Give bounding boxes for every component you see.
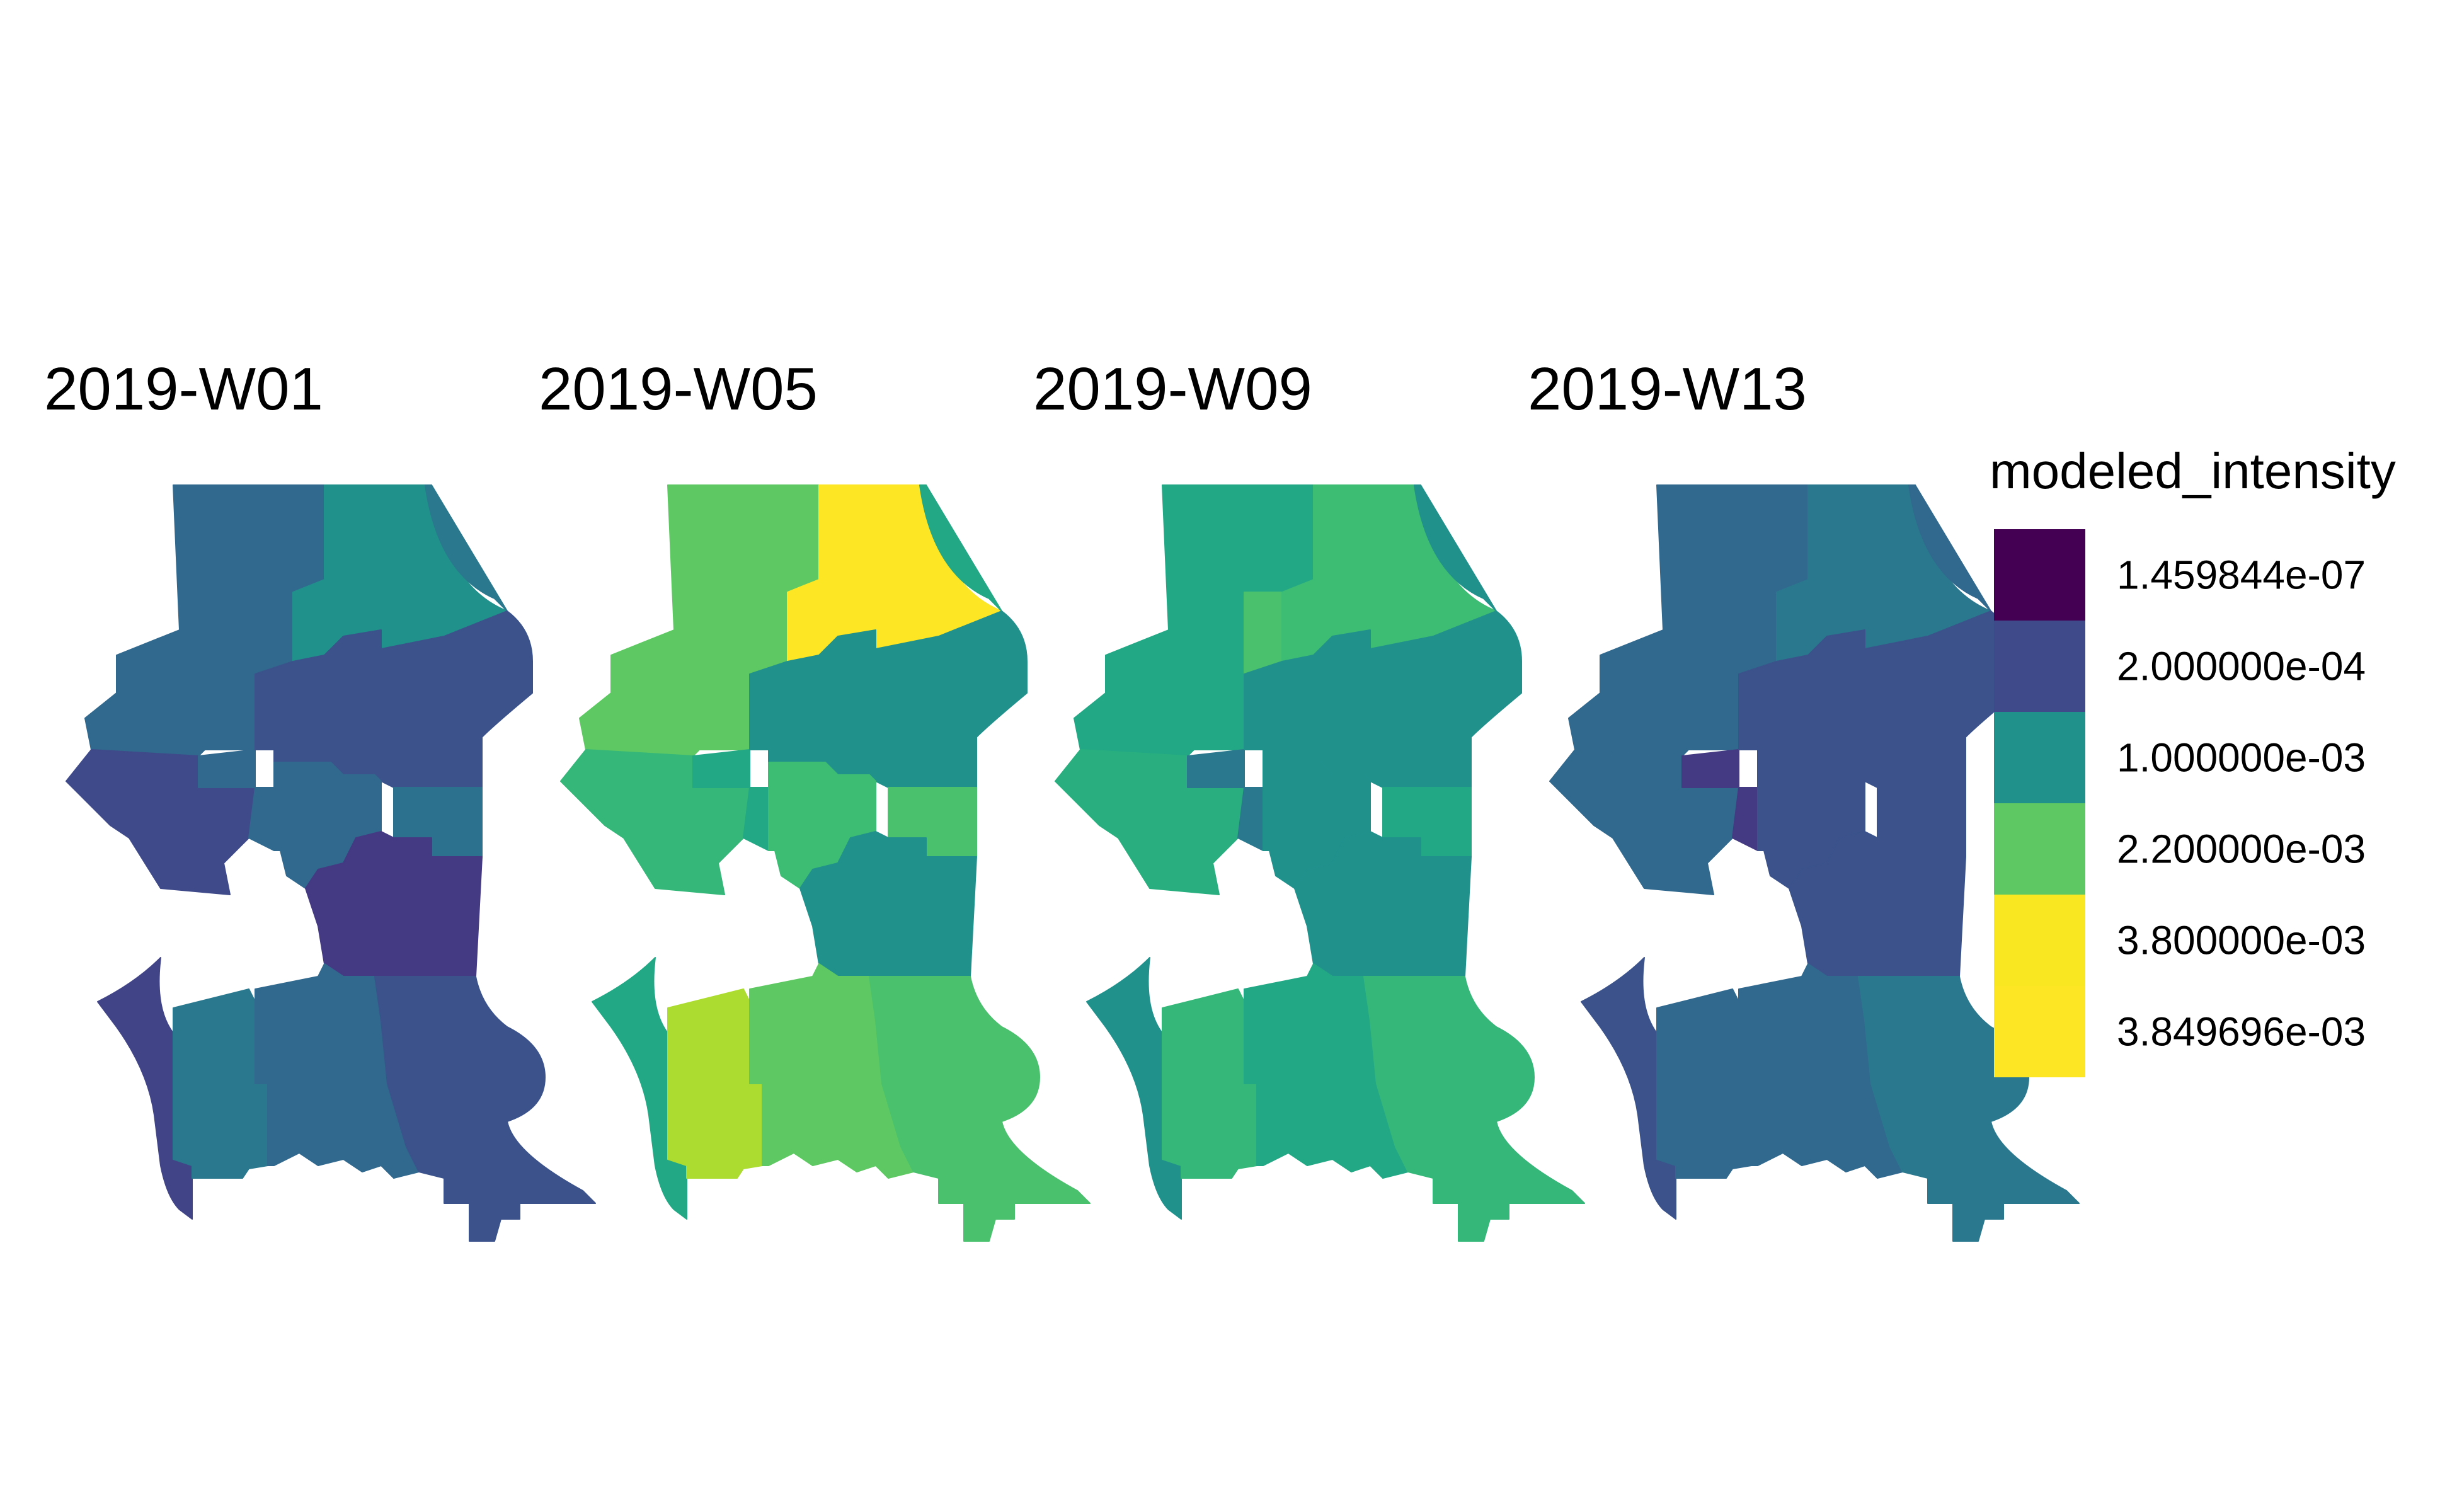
map-region-s-col3 bbox=[1244, 963, 1409, 1179]
legend-key bbox=[1994, 529, 2085, 621]
legend-label: 1.459844e-07 bbox=[2117, 553, 2366, 598]
map-region-s-col3 bbox=[1738, 963, 1903, 1179]
map-region-ne-coast bbox=[919, 484, 1002, 612]
map-region-ne-coast bbox=[425, 484, 508, 612]
map-region-s-col4 bbox=[869, 976, 1091, 1242]
map-region-n-mid bbox=[1244, 592, 1283, 675]
legend-label: 2.200000e-03 bbox=[2117, 827, 2366, 872]
legend: modeled_intensity 1.459844e-07 2.000000e-… bbox=[1990, 443, 2396, 1077]
panel-title: 2019-W05 bbox=[539, 355, 818, 423]
map-region-s-col2 bbox=[1656, 988, 1752, 1179]
map-region-ne-coast bbox=[1414, 484, 1497, 612]
legend-key bbox=[1994, 803, 2085, 895]
legend-title: modeled_intensity bbox=[1990, 443, 2396, 499]
map-region-s-col2 bbox=[1162, 988, 1257, 1179]
legend-label: 3.800000e-03 bbox=[2117, 918, 2366, 963]
panel-title: 2019-W01 bbox=[44, 355, 323, 423]
panel-title: 2019-W09 bbox=[1033, 355, 1312, 423]
map-region-ne-coast bbox=[1908, 484, 1991, 612]
map-region-s-col2 bbox=[173, 988, 268, 1179]
map-region-s-col4 bbox=[374, 976, 596, 1242]
legend-key bbox=[1994, 621, 2085, 712]
panel-title: 2019-W13 bbox=[1528, 355, 1807, 423]
legend-label: 1.000000e-03 bbox=[2117, 735, 2366, 781]
map-region-s-west-strip bbox=[1581, 957, 1676, 1220]
map-region-s-west-strip bbox=[592, 957, 687, 1220]
map-region-s-col2 bbox=[667, 988, 763, 1179]
legend-key bbox=[1994, 986, 2085, 1077]
map-panel: 2019-W09 bbox=[1033, 355, 1585, 1242]
map-region-n-mid bbox=[749, 592, 788, 675]
map-region-s-col4 bbox=[1363, 976, 1585, 1242]
legend-key bbox=[1994, 712, 2085, 803]
choropleth-map bbox=[66, 484, 596, 1242]
map-region-s-col4 bbox=[1858, 976, 2080, 1242]
map-panel: 2019-W13 bbox=[1528, 355, 2080, 1242]
map-region-n-mid bbox=[1738, 592, 1777, 675]
map-panels: 2019-W01 2019-W05 2019-W09 2019-W13 bbox=[44, 355, 2080, 1242]
map-region-n-mid bbox=[255, 592, 294, 675]
map-region-s-west-strip bbox=[97, 957, 193, 1220]
map-region-s-col3 bbox=[255, 963, 420, 1179]
choropleth-map bbox=[560, 484, 1091, 1242]
map-region-s-col3 bbox=[749, 963, 914, 1179]
legend-label: 2.000000e-04 bbox=[2117, 644, 2366, 689]
legend-label: 3.849696e-03 bbox=[2117, 1009, 2366, 1055]
legend-key bbox=[1994, 895, 2085, 986]
map-panel: 2019-W01 bbox=[44, 355, 596, 1242]
map-region-s-west-strip bbox=[1086, 957, 1182, 1220]
choropleth-map bbox=[1055, 484, 1585, 1242]
choropleth-map bbox=[1549, 484, 2080, 1242]
map-panel: 2019-W05 bbox=[539, 355, 1091, 1242]
legend-items: 1.459844e-07 2.000000e-04 1.000000e-03 2.20… bbox=[1994, 529, 2366, 1077]
